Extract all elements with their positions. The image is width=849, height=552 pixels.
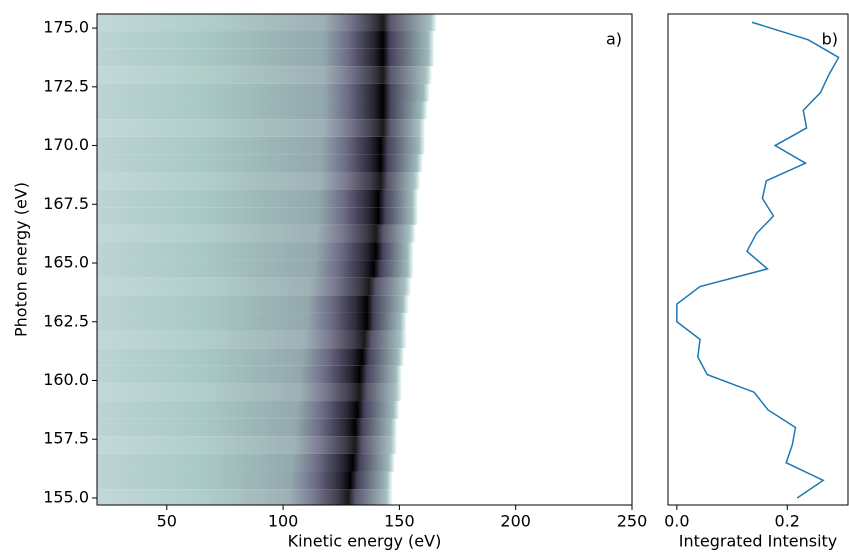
heatmap-row bbox=[97, 119, 632, 137]
x-axis-label: Integrated Intensity bbox=[679, 532, 838, 551]
heatmap-row bbox=[97, 383, 632, 402]
y-tick-label: 167.5 bbox=[43, 194, 89, 213]
heatmap-row bbox=[97, 83, 632, 102]
plot-frame bbox=[96, 13, 633, 506]
y-tick-label: 175.0 bbox=[43, 18, 89, 37]
heatmap-row bbox=[97, 312, 632, 331]
heatmap-row bbox=[97, 207, 632, 225]
heatmap-row bbox=[97, 171, 632, 190]
y-axis-label: Photon energy (eV) bbox=[12, 182, 31, 337]
heatmap-row bbox=[97, 101, 632, 120]
y-tick-label: 157.5 bbox=[43, 429, 89, 448]
heatmap-row bbox=[97, 260, 632, 278]
heatmap-row bbox=[97, 295, 632, 313]
panel-label: a) bbox=[606, 30, 622, 49]
heatmap-row bbox=[97, 365, 632, 384]
x-tick-label: 200 bbox=[500, 512, 531, 531]
x-tick-label: 50 bbox=[157, 512, 177, 531]
y-tick-label: 162.5 bbox=[43, 311, 89, 330]
heatmap-row bbox=[97, 330, 632, 349]
heatmap-row bbox=[97, 242, 632, 261]
x-tick-label: 250 bbox=[617, 512, 648, 531]
x-axis-label: Kinetic energy (eV) bbox=[288, 532, 442, 551]
heatmap-row bbox=[97, 418, 632, 437]
heatmap-row bbox=[97, 224, 632, 243]
heatmap-row bbox=[97, 401, 632, 419]
plot-frame bbox=[667, 13, 849, 506]
intensity-line bbox=[676, 21, 840, 499]
heatmap-row bbox=[97, 31, 632, 49]
heatmap-row bbox=[97, 14, 632, 32]
y-tick-label: 172.5 bbox=[43, 76, 89, 95]
heatmap-row bbox=[97, 48, 632, 67]
x-tick-label: 0.2 bbox=[775, 512, 800, 531]
x-tick-label: 150 bbox=[384, 512, 415, 531]
heatmap-row bbox=[97, 348, 632, 366]
y-tick-label: 160.0 bbox=[43, 370, 89, 389]
x-tick-label: 100 bbox=[268, 512, 299, 531]
heatmap-row bbox=[97, 189, 632, 208]
y-tick-label: 165.0 bbox=[43, 253, 89, 272]
heatmap-row bbox=[97, 453, 632, 472]
y-tick-label: 170.0 bbox=[43, 135, 89, 154]
x-tick-label: 0.0 bbox=[664, 512, 689, 531]
heatmap-row bbox=[97, 436, 632, 454]
heatmap-row bbox=[97, 489, 632, 505]
panel-label: b) bbox=[822, 30, 838, 49]
heatmap-row bbox=[97, 154, 632, 172]
heatmap bbox=[97, 14, 632, 505]
heatmap-row bbox=[97, 471, 632, 490]
heatmap-row bbox=[97, 136, 632, 155]
y-tick-label: 155.0 bbox=[43, 487, 89, 506]
heatmap-row bbox=[97, 277, 632, 296]
heatmap-row bbox=[97, 66, 632, 84]
